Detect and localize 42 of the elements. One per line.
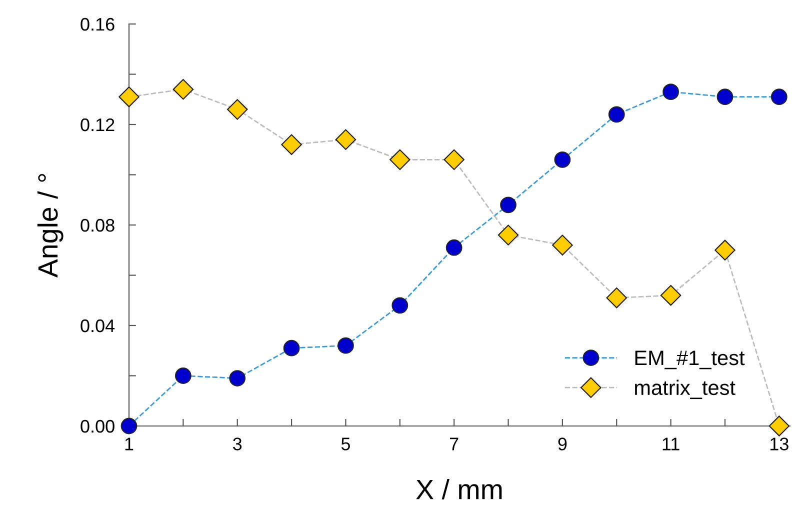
point <box>174 368 192 384</box>
point <box>446 239 462 256</box>
point <box>606 287 627 308</box>
point <box>283 340 300 356</box>
point <box>338 337 354 354</box>
point <box>608 106 625 123</box>
x-tick-label: 5 <box>341 438 350 450</box>
point <box>444 149 464 170</box>
point <box>662 84 679 100</box>
point <box>552 234 573 256</box>
x-tick-label: 7 <box>450 438 458 450</box>
x-axis-title: X / mm <box>416 478 502 500</box>
point <box>281 134 302 155</box>
legend-label: EM_#1_test <box>635 350 745 370</box>
legend-label: matrix_test <box>635 380 736 400</box>
point <box>226 99 248 120</box>
point <box>770 88 788 106</box>
point <box>392 297 408 314</box>
y-tick-label: 0.16 <box>80 18 114 31</box>
point <box>500 196 516 214</box>
y-tick-label: 0.12 <box>80 118 114 132</box>
point <box>716 88 734 106</box>
point <box>390 149 410 170</box>
x-tick-label: 3 <box>233 438 242 450</box>
point <box>660 284 682 306</box>
point <box>229 370 246 386</box>
point <box>335 129 356 150</box>
point <box>768 416 790 436</box>
x-tick-label: 9 <box>558 438 567 450</box>
y-tick-label: 0.08 <box>80 218 114 232</box>
point <box>118 86 140 108</box>
y-tick-label: 0.04 <box>80 319 115 332</box>
x-tick-label: 1 <box>125 438 134 450</box>
point <box>498 224 519 246</box>
point <box>172 78 194 100</box>
point <box>554 151 571 168</box>
x-tick-label: 11 <box>662 438 680 450</box>
point <box>120 418 138 434</box>
y-tick-label: 0.00 <box>80 420 114 433</box>
x-tick-label: 13 <box>770 438 788 450</box>
point <box>714 240 736 260</box>
y-axis-title: Angle / ° <box>37 174 64 278</box>
